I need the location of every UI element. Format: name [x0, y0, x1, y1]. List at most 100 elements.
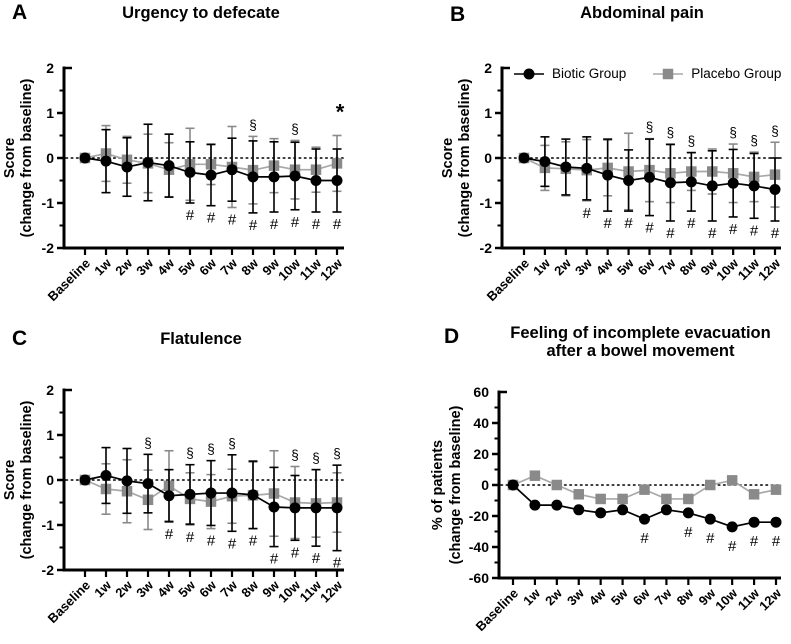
panel-b-title: Abdominal pain — [580, 4, 704, 22]
svg-text:-1: -1 — [42, 517, 55, 533]
svg-text:11w: 11w — [735, 585, 763, 613]
svg-text:#: # — [750, 222, 759, 239]
svg-text:2: 2 — [46, 60, 54, 76]
svg-text:6w: 6w — [630, 585, 653, 608]
svg-text:2: 2 — [46, 382, 54, 398]
svg-text:1: 1 — [484, 105, 492, 121]
svg-text:-20: -20 — [469, 508, 489, 524]
svg-text:#: # — [186, 207, 195, 224]
svg-text:Baseline: Baseline — [484, 256, 532, 304]
svg-text:-2: -2 — [42, 562, 55, 578]
chart-b-canvas: -2 -1 0 1 2 Score (change from baseline) Baseli… — [440, 60, 784, 304]
svg-text:-1: -1 — [42, 195, 55, 211]
panel-a: A Urgency to defecate -2 -1 0 1 2 Score (chang… — [0, 0, 395, 322]
svg-text:1: 1 — [46, 427, 54, 443]
svg-text:#: # — [228, 212, 237, 229]
svg-text:3w: 3w — [133, 577, 156, 600]
panel-b: B Abdominal pain -2 -1 0 1 2 Score (change fro… — [395, 0, 791, 322]
svg-text:#: # — [729, 221, 738, 238]
svg-text:0: 0 — [46, 472, 54, 488]
svg-text:7w: 7w — [217, 255, 240, 278]
svg-text:4w: 4w — [154, 577, 177, 600]
svg-text:#: # — [728, 538, 737, 555]
svg-text:8w: 8w — [677, 255, 700, 278]
svg-text:3w: 3w — [572, 255, 595, 278]
svg-text:#: # — [687, 215, 696, 232]
svg-text:12w: 12w — [317, 577, 346, 606]
svg-text:20: 20 — [473, 446, 489, 462]
legend: Biotic Group Placebo Group — [513, 66, 781, 82]
svg-text:Baseline: Baseline — [45, 256, 93, 304]
svg-text:#: # — [249, 217, 258, 234]
svg-text:% of patients: % of patients — [430, 440, 446, 530]
svg-text:1w: 1w — [91, 255, 114, 278]
svg-text:-40: -40 — [469, 539, 489, 555]
svg-text:5w: 5w — [608, 585, 631, 608]
svg-text:-2: -2 — [42, 240, 55, 256]
svg-text:2w: 2w — [112, 577, 135, 600]
svg-text:#: # — [291, 544, 300, 561]
svg-text:#: # — [270, 551, 279, 568]
svg-text:0: 0 — [46, 150, 54, 166]
svg-text:(change from baseline): (change from baseline) — [448, 405, 464, 564]
svg-text:-2: -2 — [480, 240, 493, 256]
svg-text:#: # — [708, 225, 717, 242]
placebo-group-marker-icon — [652, 67, 684, 81]
svg-text:#: # — [624, 215, 633, 232]
svg-text:§: § — [646, 120, 654, 135]
svg-text:8w: 8w — [238, 577, 261, 600]
svg-text:2: 2 — [484, 60, 492, 76]
svg-text:6w: 6w — [196, 255, 219, 278]
panel-d: D Feeling of incomplete evacuation after… — [395, 322, 791, 644]
svg-text:#: # — [312, 550, 321, 567]
svg-text:1w: 1w — [91, 577, 114, 600]
svg-text:40: 40 — [473, 415, 489, 431]
svg-text:§: § — [207, 442, 215, 457]
svg-text:#: # — [583, 205, 592, 222]
svg-text:1: 1 — [46, 105, 54, 121]
svg-text:12w: 12w — [756, 585, 785, 614]
svg-text:12w: 12w — [755, 255, 784, 284]
svg-text:5w: 5w — [614, 255, 637, 278]
svg-text:#: # — [706, 530, 715, 547]
svg-text:7w: 7w — [217, 577, 240, 600]
svg-text:Score: Score — [2, 138, 18, 178]
svg-text:-60: -60 — [469, 570, 489, 586]
svg-text:0: 0 — [484, 150, 492, 166]
svg-text:#: # — [772, 533, 781, 550]
svg-text:§: § — [291, 121, 299, 136]
svg-text:#: # — [684, 524, 693, 541]
svg-text:#: # — [640, 530, 649, 547]
svg-text:#: # — [207, 533, 216, 550]
svg-text:#: # — [165, 526, 174, 543]
svg-text:6w: 6w — [635, 255, 658, 278]
panel-b-letter: B — [450, 3, 466, 26]
svg-text:1w: 1w — [520, 585, 543, 608]
svg-text:*: * — [336, 100, 345, 125]
svg-text:§: § — [771, 123, 779, 138]
chart-a-canvas: -2 -1 0 1 2 Score (change from baseline) Baseli… — [2, 60, 346, 304]
svg-text:3w: 3w — [133, 255, 156, 278]
svg-text:7w: 7w — [652, 585, 675, 608]
svg-text:#: # — [186, 529, 195, 546]
svg-text:Score: Score — [2, 460, 18, 500]
svg-text:8w: 8w — [238, 255, 261, 278]
svg-text:§: § — [228, 436, 236, 451]
svg-text:§: § — [312, 451, 320, 466]
legend-item-placebo-group: Placebo Group — [652, 66, 781, 82]
svg-text:#: # — [603, 215, 612, 232]
svg-text:3w: 3w — [564, 585, 587, 608]
svg-text:4w: 4w — [154, 255, 177, 278]
panel-d-letter: D — [444, 325, 460, 348]
svg-text:2w: 2w — [551, 255, 574, 278]
svg-text:#: # — [312, 216, 321, 233]
svg-text:1w: 1w — [530, 255, 553, 278]
svg-text:2w: 2w — [112, 255, 135, 278]
svg-text:60: 60 — [473, 384, 489, 400]
svg-text:8w: 8w — [674, 585, 697, 608]
svg-text:§: § — [333, 446, 341, 461]
svg-text:§: § — [186, 446, 194, 461]
svg-text:§: § — [249, 117, 257, 132]
svg-text:§: § — [729, 125, 737, 140]
